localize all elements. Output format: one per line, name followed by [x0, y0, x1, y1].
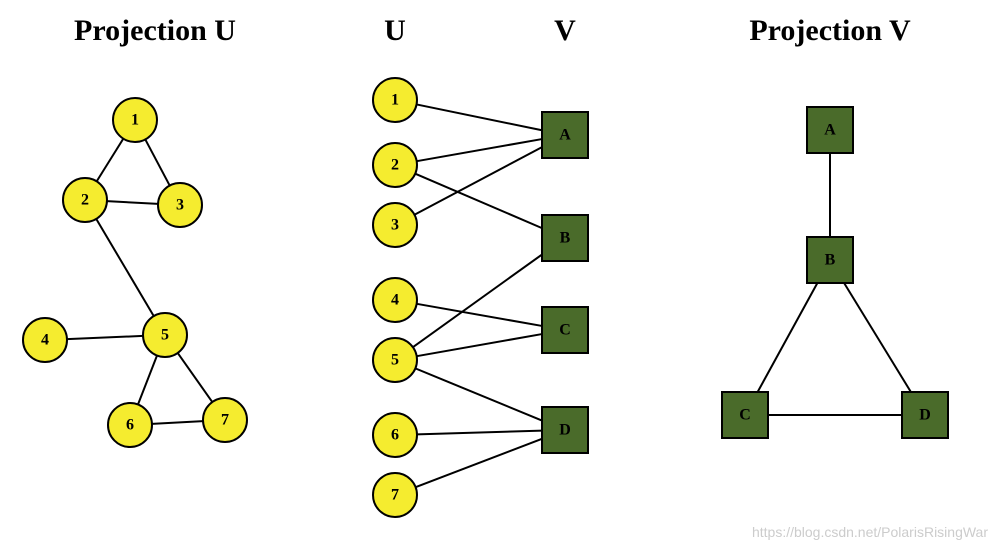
projU-node-5: 5	[143, 313, 187, 357]
svg-text:D: D	[559, 422, 571, 439]
svg-text:1: 1	[391, 92, 399, 109]
projU-edge-2-5	[96, 219, 154, 316]
bip-edge-5-D	[415, 368, 542, 420]
bip-U-node-3: 3	[373, 203, 417, 247]
projU-edge-1-3	[145, 139, 169, 185]
bip-edge-1-A	[417, 104, 542, 130]
bip-U-node-2: 2	[373, 143, 417, 187]
projU-node-1: 1	[113, 98, 157, 142]
svg-text:A: A	[824, 122, 836, 139]
projV-edge-B-C	[758, 283, 818, 392]
diagram-canvas: Projection U U V Projection V 1 2 3 4 5 6 7 1 2 3 4 5 6 7…	[0, 0, 998, 548]
title-V: V	[554, 14, 576, 47]
bip-U-node-7: 7	[373, 473, 417, 517]
projU-node-4: 4	[23, 318, 67, 362]
bip-edge-5-B	[413, 255, 542, 348]
title-projV: Projection V	[749, 14, 911, 47]
projU-node-2: 2	[63, 178, 107, 222]
projV-node-A: A	[807, 107, 853, 153]
bip-edge-5-C	[417, 334, 542, 356]
projV-node-B: B	[807, 237, 853, 283]
bip-V-node-B: B	[542, 215, 588, 261]
svg-text:6: 6	[126, 417, 134, 434]
svg-text:D: D	[919, 407, 931, 424]
svg-text:3: 3	[391, 217, 399, 234]
projU-edge-4-5	[67, 336, 143, 339]
svg-text:4: 4	[391, 292, 399, 309]
projU-node-7: 7	[203, 398, 247, 442]
svg-text:1: 1	[131, 112, 139, 129]
bip-V-node-C: C	[542, 307, 588, 353]
bip-edge-7-D	[416, 439, 542, 487]
projU-node-6: 6	[108, 403, 152, 447]
bip-V-node-A: A	[542, 112, 588, 158]
projV-edge-B-D	[844, 283, 911, 392]
svg-text:3: 3	[176, 197, 184, 214]
svg-text:5: 5	[391, 352, 399, 369]
projU-edge-5-6	[138, 356, 157, 405]
projU-edge-6-7	[152, 421, 203, 424]
watermark-text: https://blog.csdn.net/PolarisRisingWar	[752, 524, 988, 540]
projV-node-D: D	[902, 392, 948, 438]
svg-text:2: 2	[81, 192, 89, 209]
svg-text:2: 2	[391, 157, 399, 174]
bip-U-node-5: 5	[373, 338, 417, 382]
svg-text:7: 7	[221, 412, 229, 429]
svg-text:C: C	[559, 322, 571, 339]
projU-node-3: 3	[158, 183, 202, 227]
projU-edge-1-2	[97, 139, 124, 182]
svg-text:6: 6	[391, 427, 399, 444]
svg-text:C: C	[739, 407, 751, 424]
bip-U-node-4: 4	[373, 278, 417, 322]
title-projU: Projection U	[74, 14, 236, 47]
svg-text:5: 5	[161, 327, 169, 344]
svg-text:7: 7	[391, 487, 399, 504]
bip-edge-6-D	[417, 431, 542, 435]
svg-text:A: A	[559, 127, 571, 144]
svg-text:B: B	[560, 230, 571, 247]
bip-V-node-D: D	[542, 407, 588, 453]
svg-text:4: 4	[41, 332, 49, 349]
bip-U-node-1: 1	[373, 78, 417, 122]
projU-edge-2-3	[107, 201, 158, 204]
projV-node-C: C	[722, 392, 768, 438]
bip-U-node-6: 6	[373, 413, 417, 457]
svg-text:B: B	[825, 252, 836, 269]
title-U: U	[384, 14, 406, 47]
bip-edge-4-C	[417, 304, 542, 326]
projU-edge-5-7	[178, 353, 213, 402]
